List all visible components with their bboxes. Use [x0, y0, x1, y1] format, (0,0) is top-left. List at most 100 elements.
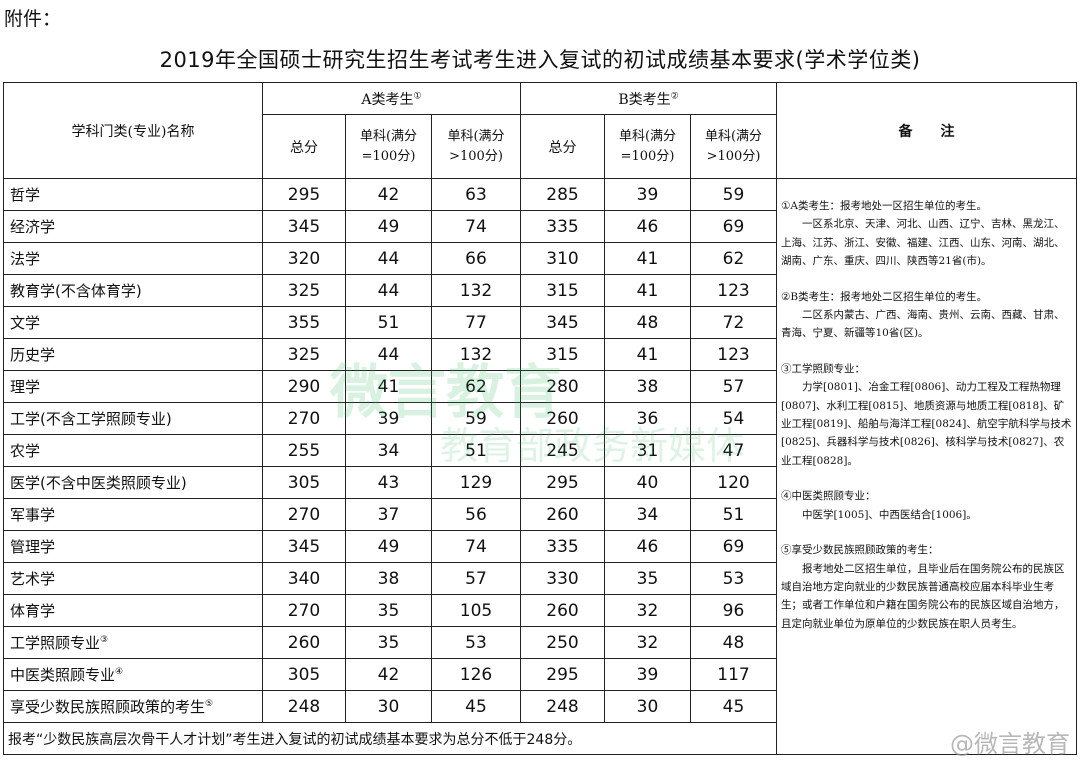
score-a-total: 325 [262, 274, 346, 307]
subject-name: 文学 [3, 306, 263, 339]
score-a-total: 270 [262, 498, 346, 531]
score-a-single-gt100: 57 [431, 562, 521, 595]
score-b-total: 315 [520, 274, 605, 307]
score-a-single100: 34 [345, 434, 432, 467]
page-title: 2019年全国硕士研究生招生考试考生进入复试的初试成绩基本要求(学术学位类) [159, 48, 921, 72]
table-row: 艺术学 340 38 57 330 35 53 [3, 562, 1077, 595]
score-b-total: 330 [520, 562, 605, 595]
score-a-single100: 39 [345, 402, 432, 435]
table-row: 享受少数民族照顾政策的考生⑤ 248 30 45 248 30 45 [3, 690, 1077, 723]
score-b-single100: 40 [604, 466, 691, 499]
score-a-single100: 44 [345, 338, 432, 371]
score-b-single100: 32 [604, 594, 691, 627]
score-b-single100: 41 [604, 338, 691, 371]
score-a-total: 270 [262, 594, 346, 627]
score-a-single100: 38 [345, 562, 432, 595]
score-b-total: 260 [520, 498, 605, 531]
score-b-single100: 30 [604, 690, 691, 723]
score-b-single100: 41 [604, 274, 691, 307]
table-row: 哲学 295 42 63 285 39 59 ①A类考生：报考地处一区招生单位的考生。 一区系北… [3, 178, 1077, 755]
remarks-notes: ①A类考生：报考地处一区招生单位的考生。 一区系北京、天津、河北、山西、辽宁、吉林… [776, 178, 1077, 755]
subject-name: 体育学 [3, 594, 263, 627]
score-a-single-gt100: 45 [431, 690, 521, 723]
score-a-single100: 41 [345, 370, 432, 403]
score-b-single-gt100: 59 [690, 178, 777, 211]
score-b-single100: 38 [604, 370, 691, 403]
score-b-total: 285 [520, 178, 605, 211]
score-a-single-gt100: 62 [431, 370, 521, 403]
score-b-single-gt100: 72 [690, 306, 777, 339]
header-group-b: B类考生② [520, 82, 777, 115]
note-5: ⑤享受少数民族照顾政策的考生： 报考地处二区招生单位，且毕业后在国务院公布的民族区… [781, 544, 1065, 630]
subject-name: 军事学 [3, 498, 263, 531]
header-subject: 学科门类(专业)名称 [3, 82, 263, 179]
score-b-single-gt100: 96 [690, 594, 777, 627]
score-a-total: 270 [262, 402, 346, 435]
score-b-single-gt100: 51 [690, 498, 777, 531]
table-row: 工学照顾专业③ 260 35 53 250 32 48 [3, 626, 1077, 659]
score-a-total: 305 [262, 658, 346, 691]
score-b-total: 345 [520, 306, 605, 339]
score-a-single-gt100: 105 [431, 594, 521, 627]
score-a-total: 295 [262, 178, 346, 211]
subject-name: 工学(不含工学照顾专业) [3, 402, 263, 435]
score-a-total: 345 [262, 210, 346, 243]
score-a-single-gt100: 53 [431, 626, 521, 659]
score-a-total: 340 [262, 562, 346, 595]
score-b-single100: 39 [604, 178, 691, 211]
score-a-single100: 42 [345, 178, 432, 211]
subject-name: 理学 [3, 370, 263, 403]
score-a-total: 345 [262, 530, 346, 563]
subject-name: 艺术学 [3, 562, 263, 595]
score-a-single100: 49 [345, 210, 432, 243]
table-row: 理学 290 41 62 280 38 57 [3, 370, 1077, 403]
score-a-total: 325 [262, 338, 346, 371]
note-2: ②B类考生：报考地处二区招生单位的考生。 二区系内蒙古、广西、海南、贵州、云南、西… [781, 290, 1065, 340]
table-row: 法学 320 44 66 310 41 62 [3, 242, 1077, 275]
table-row: 体育学 270 35 105 260 32 96 [3, 594, 1077, 627]
score-a-single-gt100: 59 [431, 402, 521, 435]
score-a-total: 255 [262, 434, 346, 467]
note-3: ③工学照顾专业： 力学[0801]、冶金工程[0806]、动力工程及工程热物理[0… [781, 362, 1072, 467]
note-1: ①A类考生：报考地处一区招生单位的考生。 一区系北京、天津、河北、山西、辽宁、吉林… [781, 200, 1065, 268]
score-b-single100: 34 [604, 498, 691, 531]
score-b-single100: 36 [604, 402, 691, 435]
score-b-total: 248 [520, 690, 605, 723]
score-a-single100: 44 [345, 274, 432, 307]
score-a-single-gt100: 126 [431, 658, 521, 691]
score-a-single100: 42 [345, 658, 432, 691]
header-b-total: 总分 [520, 114, 605, 179]
score-a-total: 355 [262, 306, 346, 339]
score-a-single100: 30 [345, 690, 432, 723]
table-row: 历史学 325 44 132 315 41 123 [3, 338, 1077, 371]
subject-name: 享受少数民族照顾政策的考生⑤ [3, 690, 263, 723]
score-b-single-gt100: 57 [690, 370, 777, 403]
score-b-single-gt100: 62 [690, 242, 777, 275]
header-a-single100: 单科(满分=100分) [345, 114, 432, 179]
table-row: 中医类照顾专业④ 305 42 126 295 39 117 [3, 658, 1077, 691]
score-a-total: 305 [262, 466, 346, 499]
subject-name: 中医类照顾专业④ [3, 658, 263, 691]
score-a-single-gt100: 66 [431, 242, 521, 275]
subject-name: 经济学 [3, 210, 263, 243]
table-row: 管理学 345 49 74 335 46 69 [3, 530, 1077, 563]
score-a-single100: 49 [345, 530, 432, 563]
score-b-total: 315 [520, 338, 605, 371]
footer-note: 报考“少数民族高层次骨干人才计划”考生进入复试的初试成绩基本要求为总分不低于24… [3, 722, 777, 755]
score-b-single-gt100: 69 [690, 530, 777, 563]
score-b-single100: 41 [604, 242, 691, 275]
score-a-single-gt100: 63 [431, 178, 521, 211]
score-b-total: 335 [520, 530, 605, 563]
score-a-total: 290 [262, 370, 346, 403]
score-b-total: 250 [520, 626, 605, 659]
header-b-single-gt100: 单科(满分>100分) [690, 114, 777, 179]
score-a-total: 260 [262, 626, 346, 659]
note-4: ④中医类照顾专业： 中医学[1005]、中西医结合[1006]。 [781, 490, 977, 521]
subject-name: 管理学 [3, 530, 263, 563]
score-b-single-gt100: 69 [690, 210, 777, 243]
score-b-total: 245 [520, 434, 605, 467]
score-a-single100: 44 [345, 242, 432, 275]
subject-name: 哲学 [3, 178, 263, 211]
subject-name: 教育学(不含体育学) [3, 274, 263, 307]
table-row: 工学(不含工学照顾专业) 270 39 59 260 36 54 [3, 402, 1077, 435]
